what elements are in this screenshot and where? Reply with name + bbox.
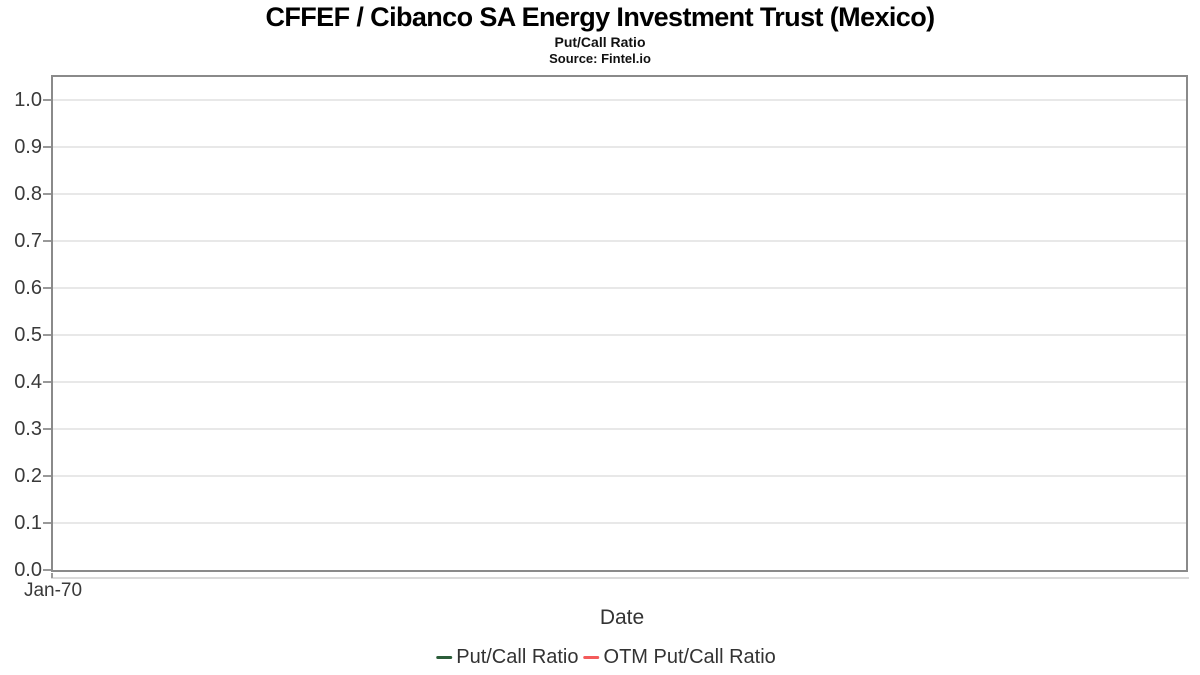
legend-label: Put/Call Ratio (456, 646, 579, 668)
y-gridline (53, 99, 1186, 102)
y-gridline (53, 146, 1186, 149)
y-tick-label: 0.5 (14, 324, 42, 347)
chart-title: CFFEF / Cibanco SA Energy Investment Tru… (265, 2, 935, 32)
x-axis-line (51, 577, 1189, 579)
legend-item-otm-put-call-ratio[interactable]: OTM Put/Call Ratio (583, 646, 776, 669)
chart-source-label: Source: Fintel.io (549, 51, 651, 66)
y-tick-mark (43, 334, 51, 337)
y-gridline (53, 193, 1186, 196)
y-tick-mark (43, 428, 51, 431)
y-tick-mark (43, 381, 51, 384)
y-tick-label: 0.0 (14, 559, 42, 581)
y-tick-label: 0.6 (14, 277, 42, 300)
legend-item-put-call-ratio[interactable]: Put/Call Ratio (436, 646, 579, 669)
x-tick-label: Jan-70 (23, 580, 83, 601)
y-tick-mark (43, 569, 51, 571)
chart-subtitle: Put/Call Ratio (554, 34, 646, 50)
y-tick-label: 0.3 (14, 418, 42, 441)
legend-line-marker (583, 656, 600, 659)
y-tick-label: 0.9 (14, 136, 42, 159)
y-tick-label: 0.7 (14, 230, 42, 253)
y-gridline (53, 381, 1186, 384)
y-tick-label: 1.0 (14, 89, 42, 112)
y-gridline (53, 287, 1186, 290)
y-tick-mark (43, 146, 51, 149)
legend-label: OTM Put/Call Ratio (603, 646, 776, 668)
plot-area (51, 75, 1188, 572)
y-gridline (53, 428, 1186, 431)
y-tick-mark (43, 193, 51, 196)
x-axis-title: Date (599, 606, 645, 629)
y-tick-mark (43, 240, 51, 243)
legend-line-marker (436, 656, 453, 659)
y-tick-mark (43, 475, 51, 478)
y-tick-mark (43, 522, 51, 525)
y-gridline (53, 334, 1186, 337)
x-tick-mark (51, 573, 53, 578)
y-tick-label: 0.1 (14, 512, 42, 535)
y-tick-label: 0.2 (14, 465, 42, 488)
y-gridline (53, 475, 1186, 478)
y-tick-label: 0.4 (14, 371, 42, 394)
legend: Put/Call Ratio OTM Put/Call Ratio (436, 646, 776, 669)
y-tick-mark (43, 287, 51, 290)
y-gridline (53, 240, 1186, 243)
y-tick-label: 0.8 (14, 183, 42, 206)
y-gridline (53, 522, 1186, 525)
y-tick-mark (43, 99, 51, 102)
